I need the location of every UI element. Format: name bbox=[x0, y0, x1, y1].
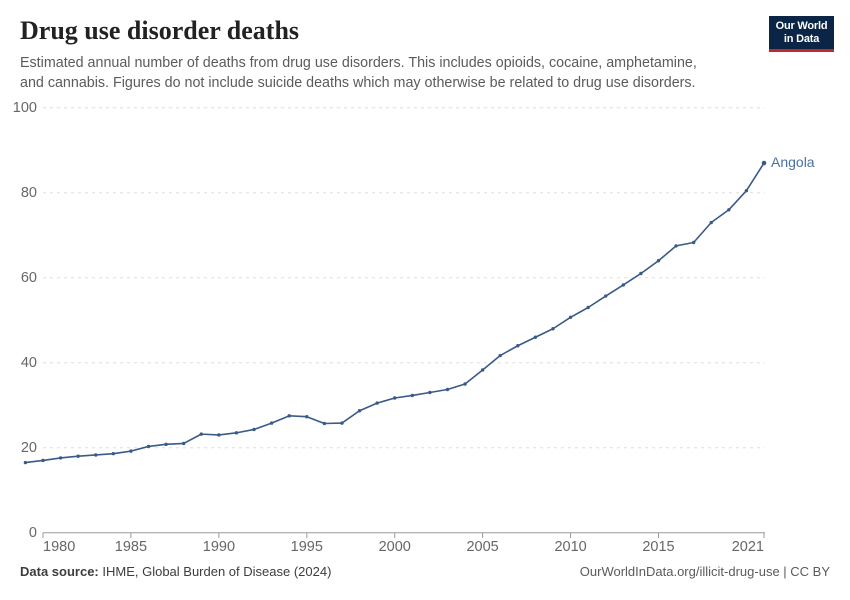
svg-text:80: 80 bbox=[21, 185, 37, 201]
svg-text:1985: 1985 bbox=[115, 539, 147, 555]
svg-text:1990: 1990 bbox=[203, 539, 235, 555]
svg-text:2021: 2021 bbox=[732, 539, 764, 555]
svg-text:2015: 2015 bbox=[642, 539, 674, 555]
svg-text:1980: 1980 bbox=[43, 539, 75, 555]
svg-text:2000: 2000 bbox=[379, 539, 411, 555]
svg-text:100: 100 bbox=[13, 100, 37, 116]
svg-text:Angola: Angola bbox=[771, 154, 815, 170]
svg-text:60: 60 bbox=[21, 270, 37, 286]
svg-text:0: 0 bbox=[29, 525, 37, 541]
svg-text:2010: 2010 bbox=[554, 539, 586, 555]
svg-text:40: 40 bbox=[21, 355, 37, 371]
svg-text:1995: 1995 bbox=[291, 539, 323, 555]
svg-text:20: 20 bbox=[21, 440, 37, 456]
svg-text:2005: 2005 bbox=[466, 539, 498, 555]
